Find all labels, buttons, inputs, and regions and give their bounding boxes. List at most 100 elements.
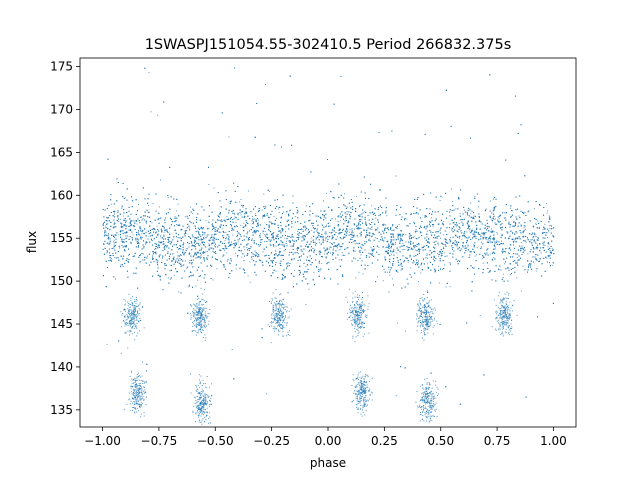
data-point <box>449 262 451 263</box>
data-point <box>246 247 248 249</box>
data-point <box>263 193 265 195</box>
data-point <box>374 237 376 239</box>
data-point <box>114 256 116 258</box>
data-point <box>159 256 160 258</box>
data-point <box>546 212 548 214</box>
data-point <box>349 231 351 233</box>
data-point <box>371 377 373 379</box>
data-point <box>542 229 544 231</box>
data-point <box>330 247 332 248</box>
data-point <box>397 271 399 273</box>
data-point <box>204 251 205 253</box>
data-point <box>261 239 263 241</box>
data-point <box>240 214 242 216</box>
data-point <box>341 252 343 254</box>
data-point <box>547 237 548 239</box>
data-point <box>359 205 361 207</box>
data-point <box>332 229 334 231</box>
data-point <box>189 243 191 244</box>
data-point <box>492 210 494 212</box>
data-point <box>355 258 357 260</box>
data-point <box>326 192 327 194</box>
data-point <box>220 241 221 243</box>
data-point <box>375 230 377 232</box>
data-point <box>476 254 478 256</box>
data-point <box>501 240 502 242</box>
data-point <box>389 274 391 276</box>
data-point <box>413 235 415 237</box>
data-point <box>105 217 107 219</box>
data-point <box>295 216 297 218</box>
data-point <box>503 217 505 219</box>
data-point <box>449 237 451 239</box>
data-point <box>413 261 415 263</box>
data-point <box>184 216 186 218</box>
data-point <box>167 197 169 199</box>
data-point <box>157 235 159 237</box>
data-point <box>289 210 291 212</box>
data-point <box>326 253 328 255</box>
data-point <box>278 208 280 210</box>
data-point <box>439 200 441 202</box>
data-point <box>241 256 243 258</box>
data-point <box>120 352 122 354</box>
data-point <box>329 242 331 244</box>
data-point <box>106 249 108 251</box>
data-point <box>113 239 115 241</box>
data-point <box>133 226 135 228</box>
data-point <box>533 232 535 234</box>
data-point <box>151 234 153 236</box>
data-point <box>315 239 317 241</box>
data-point <box>445 286 447 288</box>
data-point <box>235 268 237 270</box>
data-point <box>495 218 496 220</box>
data-point <box>203 232 205 234</box>
data-point <box>340 220 342 222</box>
data-point <box>177 257 179 259</box>
data-point <box>330 252 331 254</box>
data-point <box>232 234 234 236</box>
data-point <box>551 247 553 249</box>
data-point <box>378 240 380 242</box>
data-point <box>360 254 362 256</box>
data-point <box>253 242 255 243</box>
data-point <box>125 303 127 305</box>
data-point <box>310 237 312 239</box>
data-point <box>304 225 306 227</box>
data-point <box>106 223 108 225</box>
data-point <box>110 203 112 205</box>
data-point <box>280 255 282 256</box>
data-point <box>224 249 226 251</box>
data-point <box>452 201 454 203</box>
data-point <box>208 183 210 185</box>
data-point <box>142 253 144 255</box>
data-point <box>318 234 320 236</box>
data-point <box>228 234 230 236</box>
data-point <box>344 193 345 195</box>
data-point <box>239 232 241 234</box>
data-point <box>254 218 255 220</box>
data-point <box>179 259 181 261</box>
data-point <box>325 249 327 251</box>
data-point <box>157 233 158 235</box>
data-point <box>186 267 188 269</box>
data-point <box>158 243 160 245</box>
data-point <box>106 242 108 244</box>
data-point <box>508 224 510 225</box>
data-point <box>352 241 354 243</box>
data-point <box>257 222 259 224</box>
data-point <box>176 258 178 260</box>
data-point <box>476 247 478 249</box>
data-point <box>513 221 515 223</box>
data-point <box>494 243 496 245</box>
data-point <box>185 252 187 253</box>
data-point <box>297 231 299 232</box>
data-point <box>189 227 191 229</box>
data-point <box>307 233 309 235</box>
data-point <box>167 277 169 279</box>
data-point <box>544 223 546 225</box>
data-point <box>158 233 160 235</box>
data-point <box>214 245 215 247</box>
data-point <box>150 111 152 113</box>
data-point <box>216 268 218 270</box>
